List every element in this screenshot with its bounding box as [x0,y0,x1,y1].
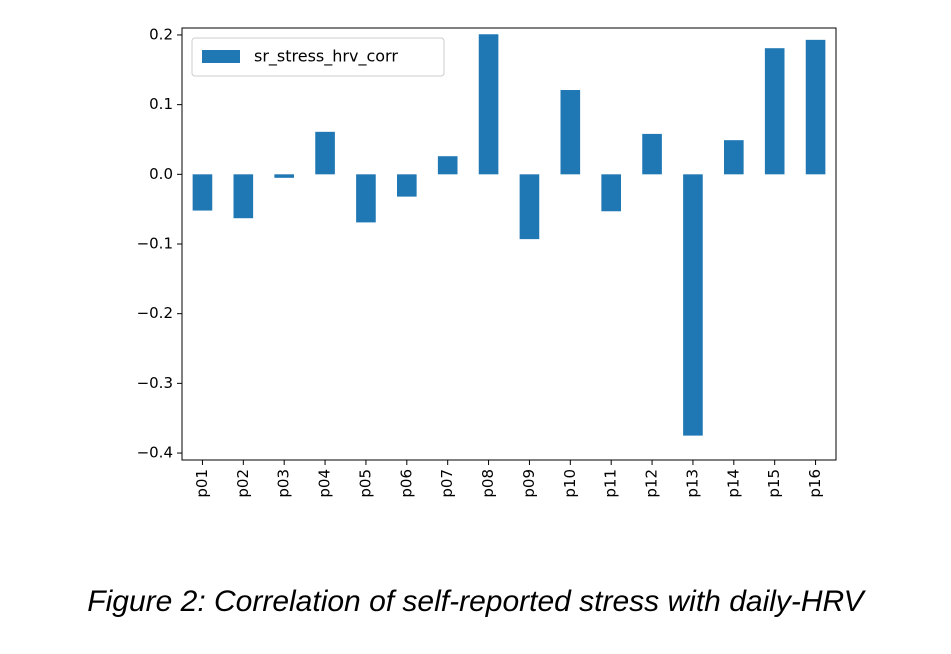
x-tick-label: p07 [438,469,456,498]
x-tick-label: p05 [356,469,374,498]
x-tick-label: p11 [602,469,620,498]
x-tick-label: p12 [643,469,661,498]
bar-p08 [478,34,499,175]
x-tick-label: p15 [765,469,783,498]
x-tick-label: p06 [397,469,415,498]
bar-p03 [274,174,294,178]
bar-p05 [356,174,376,223]
x-tick-label: p14 [724,469,742,498]
bar-p14 [724,140,744,175]
legend-box [191,37,445,77]
bar-p16 [805,39,826,175]
bar-p11 [601,174,621,212]
y-tick-label: −0.2 [137,304,173,322]
y-tick-label: 0.1 [149,95,173,113]
bar-p10 [560,90,581,175]
bars-group [192,34,826,436]
bar-p15 [764,48,785,175]
x-axis-ticks: p01 p02 p03 p04 p05 p06 p07 p08 p09 p10 p11 p12 p13 p… [193,460,824,498]
y-tick-label: −0.3 [137,374,173,392]
y-axis-ticks: 0.2 0.1 0.0 −0.1 −0.2 −0.3 −0.4 [137,25,182,462]
bar-p04 [315,131,335,175]
legend-swatch [202,50,240,63]
x-tick-label: p08 [479,469,497,498]
x-tick-label: p10 [561,469,579,498]
bar-p01 [192,174,213,211]
y-tick-label: 0.2 [149,25,173,43]
x-tick-label: p03 [275,469,293,498]
legend-label: sr_stress_hrv_corr [254,47,398,67]
x-tick-label: p16 [806,469,824,498]
bar-p13 [683,174,703,436]
x-tick-label: p09 [520,469,538,498]
y-tick-label: −0.1 [137,235,173,253]
bar-p12 [642,133,662,175]
legend: sr_stress_hrv_corr [191,37,445,77]
bar-p09 [519,174,540,240]
x-tick-label: p04 [316,469,334,498]
y-tick-label: −0.4 [137,444,173,462]
x-tick-label: p02 [234,469,252,498]
x-tick-label: p01 [193,469,211,498]
bar-chart: 0.20.10.0−0.1−0.2−0.3−0.4 p01 p02 p03 p04 p0… [137,25,837,498]
figure-caption: Figure 2: Correlation of self-reported s… [87,585,864,618]
x-tick-label: p13 [683,469,701,498]
bar-p06 [397,174,417,197]
bar-p02 [233,174,254,219]
bar-p07 [437,156,458,175]
axes-frame [181,27,837,461]
y-tick-label: 0.0 [149,165,173,183]
